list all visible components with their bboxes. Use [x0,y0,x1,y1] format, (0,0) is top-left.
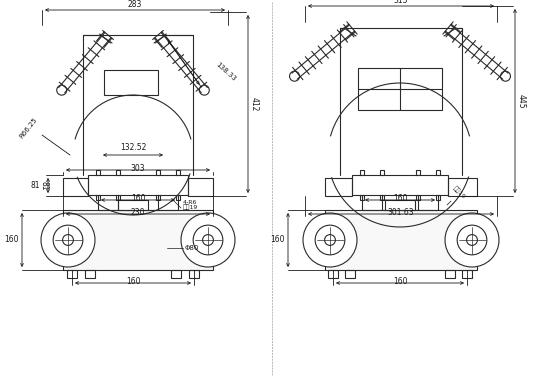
Bar [116,170,120,175]
Circle shape [325,234,335,245]
Circle shape [467,234,477,245]
Bar [325,210,477,270]
Text: Φ80: Φ80 [185,245,199,251]
Bar [63,210,213,270]
Circle shape [303,213,357,267]
Circle shape [445,213,499,267]
Bar [104,70,158,95]
Bar [416,195,420,200]
Bar [63,178,88,196]
Text: 4-R6: 4-R6 [183,200,197,205]
Text: 160: 160 [393,194,407,203]
Bar [462,270,472,278]
Bar [358,68,442,110]
Text: 160: 160 [131,194,146,203]
Circle shape [53,225,83,255]
Circle shape [193,225,223,255]
Bar [156,170,160,175]
Circle shape [315,225,345,255]
Text: 81: 81 [40,181,49,190]
Bar [345,270,355,278]
Text: 138.33: 138.33 [215,61,238,83]
Text: 132.52: 132.52 [120,143,146,152]
Bar [445,270,455,278]
Bar [328,270,338,278]
Bar [448,178,477,196]
Circle shape [181,213,235,267]
Bar [67,270,77,278]
Bar [176,195,180,200]
Circle shape [203,234,214,245]
Text: 315: 315 [393,0,408,5]
Bar [88,175,188,195]
Bar [188,178,213,196]
Bar [352,175,448,195]
Text: 230: 230 [131,208,146,217]
Text: 160: 160 [393,277,407,286]
Text: 160: 160 [126,277,140,286]
Bar [118,200,148,210]
Text: R66.25: R66.25 [18,116,38,139]
Text: 长孔19: 长孔19 [452,185,467,200]
Bar [96,195,100,200]
Circle shape [457,225,487,255]
Bar [360,195,364,200]
Text: 412: 412 [250,97,259,111]
Bar [96,170,100,175]
Circle shape [41,213,95,267]
Text: 303: 303 [131,164,146,173]
Bar [325,178,352,196]
Text: 长孔19: 长孔19 [183,204,198,210]
Bar [385,200,415,210]
Bar [189,270,199,278]
Circle shape [63,234,74,245]
Text: 160: 160 [270,236,285,245]
Bar [436,195,440,200]
Bar [416,170,420,175]
Bar [85,270,95,278]
Text: 301.63: 301.63 [387,208,414,217]
Bar [380,170,384,175]
Bar [116,195,120,200]
Bar [176,170,180,175]
Bar [171,270,181,278]
Bar [360,170,364,175]
Bar [156,195,160,200]
Text: 283: 283 [128,0,142,9]
Bar [436,170,440,175]
Text: 81: 81 [31,181,40,190]
Bar [380,195,384,200]
Text: 160: 160 [4,236,19,245]
Text: 445: 445 [517,94,526,108]
